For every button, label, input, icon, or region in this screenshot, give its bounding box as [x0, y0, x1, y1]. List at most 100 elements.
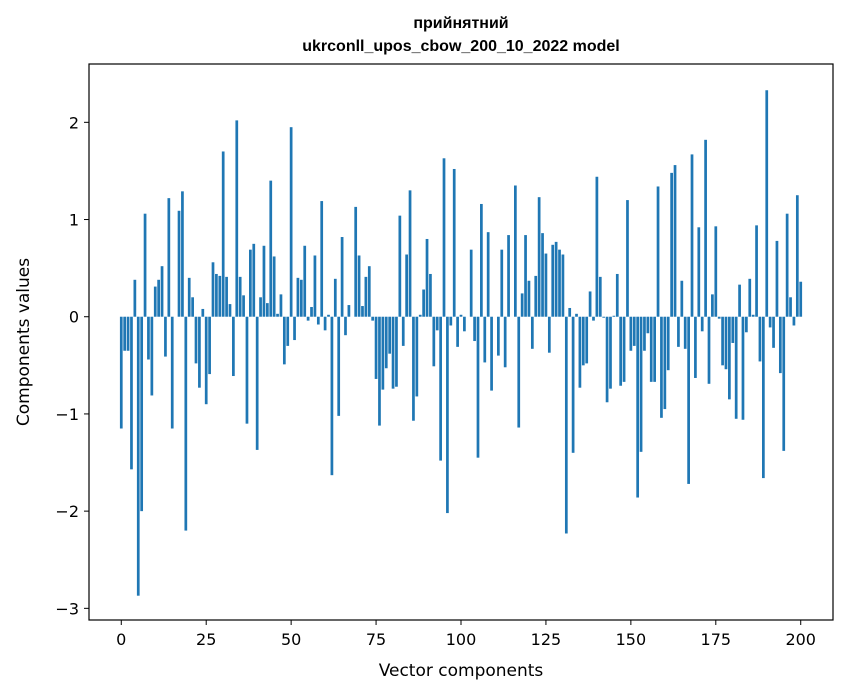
bar-132	[568, 307, 572, 317]
bar-82	[398, 215, 402, 317]
bar-10	[153, 286, 157, 317]
bar-49	[286, 316, 290, 346]
bar-189	[762, 316, 765, 479]
bar-50	[289, 127, 293, 317]
bar-192	[772, 316, 775, 348]
bar-124	[541, 233, 544, 317]
bar-114	[507, 235, 510, 317]
bar-21	[191, 297, 194, 317]
bar-185	[748, 278, 752, 317]
bar-187	[755, 225, 758, 317]
bar-120	[527, 280, 531, 317]
bar-143	[605, 316, 609, 403]
x-tick-label: 50	[281, 630, 301, 649]
bar-93	[435, 316, 439, 331]
x-tick-label: 0	[116, 630, 126, 649]
bar-79	[388, 316, 392, 354]
x-tick-label: 100	[446, 630, 477, 649]
bar-18	[181, 191, 184, 317]
x-tick-label: 175	[701, 630, 732, 649]
bar-170	[697, 227, 701, 317]
bar-45	[272, 256, 276, 317]
y-tick-label: −1	[55, 405, 79, 424]
bar-47	[279, 294, 283, 317]
bar-148	[622, 316, 626, 382]
bar-116	[514, 185, 517, 317]
bar-86	[412, 316, 415, 421]
bar-101	[463, 316, 466, 332]
bar-193	[775, 240, 779, 317]
bar-127	[551, 244, 555, 317]
bar-99	[456, 316, 459, 347]
bar-138	[588, 291, 592, 317]
x-tick-label: 75	[366, 630, 386, 649]
bar-27	[211, 262, 215, 317]
bar-85	[408, 190, 412, 317]
bar-52	[296, 277, 300, 317]
bar-36	[242, 295, 245, 317]
bar-55	[306, 316, 310, 321]
bar-177	[721, 316, 724, 366]
bar-97	[449, 316, 453, 326]
bar-80	[391, 316, 395, 389]
bar-140	[595, 176, 599, 317]
bar-186	[751, 314, 755, 317]
bar-134	[575, 313, 578, 317]
bar-51	[293, 316, 296, 341]
bar-105	[476, 316, 480, 458]
bar-133	[571, 316, 575, 453]
y-tick-label: −3	[55, 599, 79, 618]
bar-1	[123, 316, 127, 351]
bar-196	[785, 213, 789, 317]
bar-25	[204, 316, 208, 405]
bar-89	[422, 289, 425, 317]
bar-155	[646, 316, 650, 334]
chart-title-line1: прийнятний	[413, 15, 508, 32]
bar-136	[581, 316, 585, 366]
bar-54	[303, 245, 307, 317]
bar-145	[612, 315, 616, 317]
bar-166	[683, 316, 687, 349]
bar-161	[666, 316, 670, 371]
bar-183	[741, 316, 745, 420]
bar-178	[724, 316, 728, 370]
x-tick-label: 150	[616, 630, 647, 649]
bar-195	[782, 316, 786, 451]
bar-190	[765, 90, 769, 317]
bar-35	[238, 276, 242, 317]
y-axis-ticks: −3 −2 −1 0 1 2	[55, 113, 89, 618]
bar-81	[395, 316, 398, 387]
x-axis-ticks: 0 25 50 75 100 125 150 175 200	[116, 620, 816, 649]
bar-46	[276, 313, 279, 317]
bar-156	[649, 316, 653, 382]
bar-9	[150, 316, 154, 396]
bar-180	[731, 316, 735, 343]
bar-126	[547, 316, 551, 353]
bar-113	[503, 316, 507, 368]
bar-184	[745, 316, 748, 333]
bar-117	[517, 316, 521, 428]
bar-182	[738, 284, 741, 317]
bar-96	[446, 316, 449, 514]
bar-100	[459, 314, 463, 317]
bar-62	[330, 316, 334, 476]
bar-128	[554, 241, 558, 317]
bar-24	[201, 308, 205, 317]
bar-169	[694, 316, 697, 378]
x-axis-label: Vector components	[379, 661, 544, 681]
bar-66	[344, 316, 347, 336]
bar-106	[480, 203, 483, 317]
bar-149	[626, 200, 629, 317]
bar-12	[160, 266, 164, 317]
bar-59	[320, 201, 324, 317]
plot-area-frame	[88, 63, 834, 621]
bar-30	[221, 151, 225, 317]
bar-179	[728, 316, 731, 400]
bar-191	[768, 316, 772, 328]
bar-173	[707, 316, 711, 384]
bar-2	[126, 316, 130, 351]
bar-64	[337, 316, 341, 416]
bar-60	[323, 316, 327, 331]
chart-title-line2: ukrconll_upos_cbow_200_10_2022 model	[302, 38, 619, 55]
bar-160	[663, 316, 667, 410]
